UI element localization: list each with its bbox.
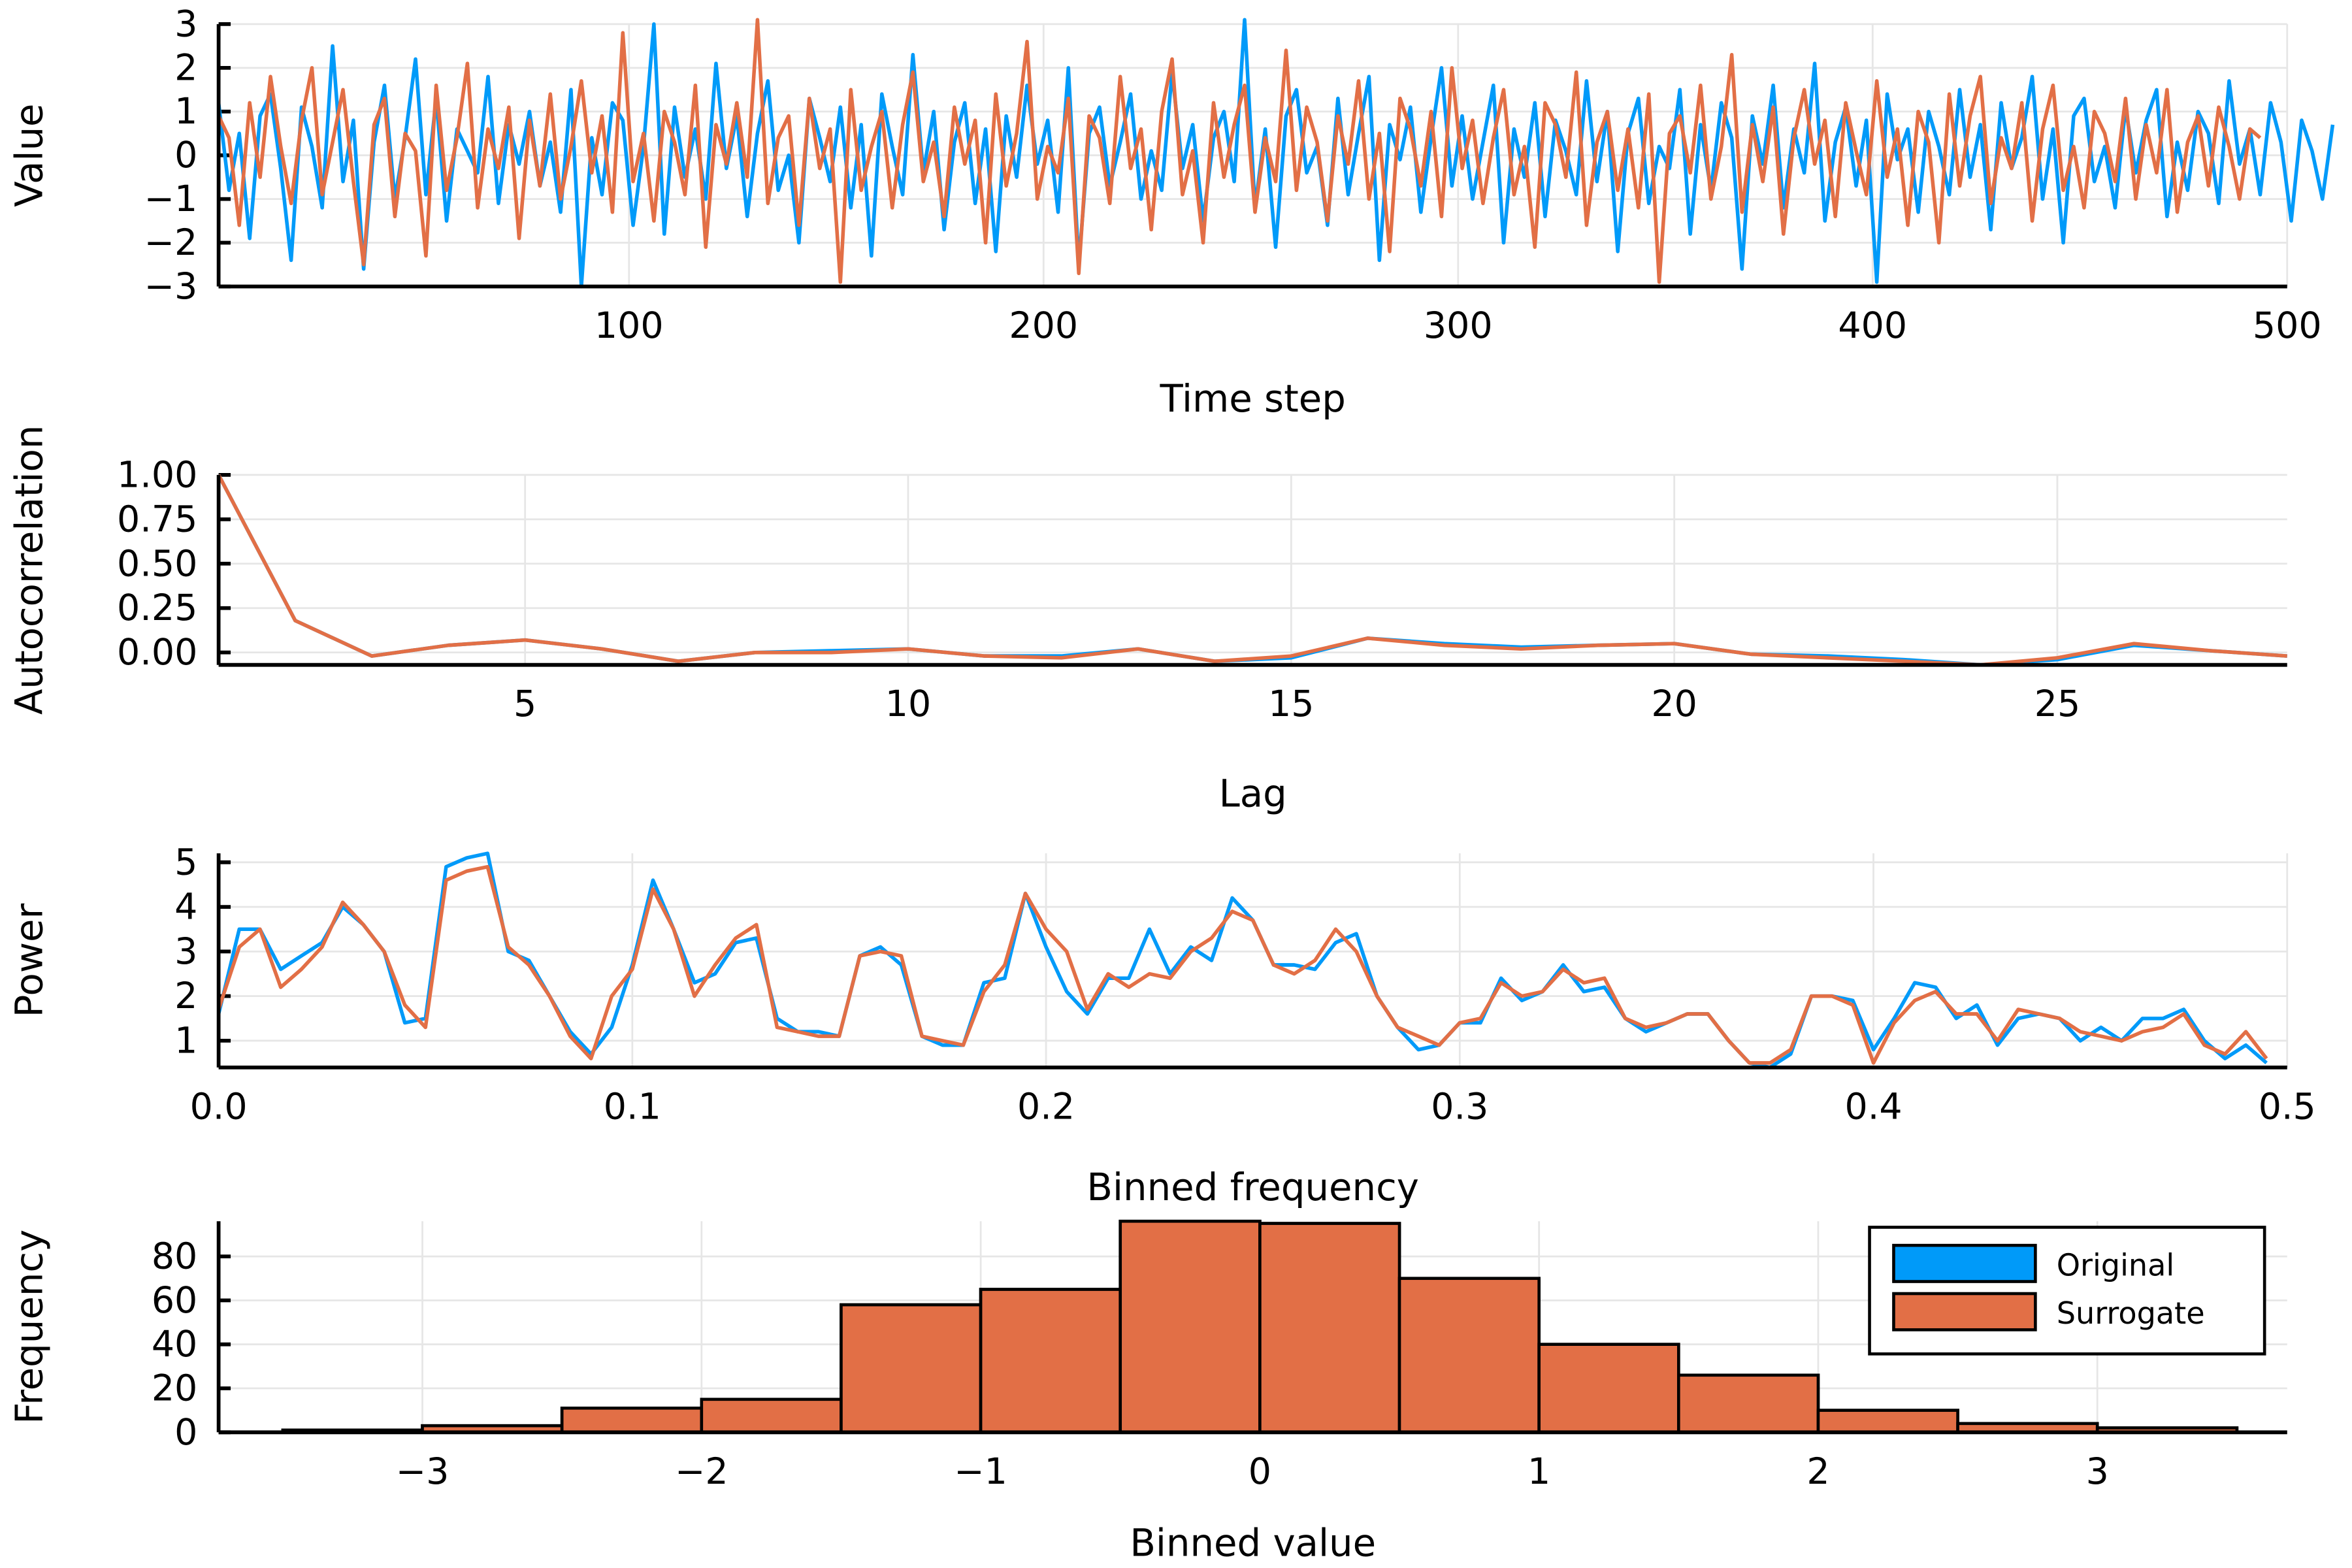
histogram-bar-surrogate: [1258, 1222, 1401, 1434]
legend-swatch-original: [1892, 1243, 2037, 1283]
series-line-original: [217, 474, 2287, 667]
histogram-bar-surrogate: [1816, 1409, 1959, 1434]
y-tick-label: 3: [174, 3, 197, 45]
y-tick-label: 4: [174, 887, 197, 928]
y-axis-label: Value: [7, 103, 52, 206]
histogram-bar-surrogate: [840, 1303, 983, 1434]
y-tick-label: 3: [174, 931, 197, 973]
x-tick-label: 0.5: [2259, 1086, 2316, 1128]
x-tick-label: 3: [2086, 1451, 2109, 1493]
x-tick-label: 5: [514, 683, 536, 725]
x-tick-label: 0.1: [604, 1086, 661, 1128]
y-tick-label: 40: [152, 1324, 197, 1365]
y-tick-label: 0.25: [117, 587, 197, 629]
histogram-bar-surrogate: [1397, 1277, 1541, 1434]
legend-label-original: Original: [2057, 1247, 2175, 1282]
x-tick-label: 0.0: [190, 1086, 248, 1128]
x-tick-label: −3: [396, 1451, 449, 1493]
x-tick-label: 300: [1424, 305, 1493, 347]
autocorrelation-panel: 5 10 15 20 25 1.000.750.500.250.00 Lag Autocorr…: [7, 425, 2287, 816]
x-axis-label: Binned value: [1130, 1521, 1376, 1565]
x-tick-label: 15: [1268, 683, 1314, 725]
x-axis-label: Binned frequency: [1086, 1165, 1419, 1209]
x-axis-label: Time step: [1160, 376, 1346, 421]
x-axis-label: Lag: [1219, 772, 1287, 816]
y-axis-label: Frequency: [7, 1230, 52, 1424]
y-tick-label: −1: [144, 178, 198, 220]
y-tick-label: 2: [174, 47, 197, 89]
y-axis-label: Autocorrelation: [7, 425, 52, 715]
x-tick-label: 20: [1651, 683, 1697, 725]
series-line-original: [216, 18, 2335, 289]
y-axis-label: Power: [7, 904, 52, 1018]
histogram-bar-surrogate: [979, 1288, 1122, 1434]
y-tick-label: 1: [174, 91, 197, 133]
y-tick-label: 60: [152, 1280, 197, 1322]
series-line-surrogate: [216, 864, 2268, 1065]
y-tick-label: 1: [174, 1020, 197, 1062]
x-tick-label: 200: [1009, 305, 1078, 347]
x-tick-label: 10: [885, 683, 931, 725]
x-tick-label: 0: [1249, 1451, 1271, 1493]
histogram-bar-surrogate: [1119, 1219, 1262, 1434]
y-tick-label: −2: [144, 222, 198, 264]
y-tick-label: 80: [152, 1236, 197, 1278]
histogram-bar-surrogate: [1676, 1373, 1820, 1434]
x-tick-label: 100: [595, 305, 664, 347]
legend-label-surrogate: Surrogate: [2057, 1296, 2205, 1331]
y-tick-label: 0.50: [117, 543, 197, 585]
y-tick-label: 0.00: [117, 632, 197, 674]
x-tick-label: 1: [1527, 1451, 1550, 1493]
y-tick-label: 0: [174, 1412, 197, 1454]
x-tick-label: 0.2: [1017, 1086, 1075, 1128]
legend-swatch-surrogate: [1892, 1292, 2037, 1331]
x-tick-label: 2: [1806, 1451, 1829, 1493]
y-tick-label: 5: [174, 841, 197, 883]
histogram-bar-surrogate: [560, 1406, 704, 1434]
y-tick-label: −3: [144, 266, 198, 308]
x-tick-label: 0.3: [1431, 1086, 1488, 1128]
y-tick-label: 1.00: [117, 454, 197, 496]
y-tick-label: 0: [174, 135, 197, 176]
series-line-surrogate: [217, 18, 2262, 284]
histogram-bar-surrogate: [700, 1397, 843, 1434]
series-line-surrogate: [217, 474, 2287, 667]
x-tick-label: 400: [1838, 305, 1907, 347]
x-tick-label: 0.4: [1844, 1086, 1902, 1128]
x-tick-label: 25: [2034, 683, 2080, 725]
y-tick-label: 0.75: [117, 498, 197, 540]
x-tick-label: 500: [2253, 305, 2322, 347]
y-tick-label: 20: [152, 1367, 197, 1409]
x-tick-label: −2: [675, 1451, 728, 1493]
legend: Original Surrogate: [1868, 1226, 2266, 1356]
histogram-bar-surrogate: [1537, 1343, 1680, 1434]
x-tick-label: −1: [954, 1451, 1007, 1493]
y-tick-label: 2: [174, 975, 197, 1017]
